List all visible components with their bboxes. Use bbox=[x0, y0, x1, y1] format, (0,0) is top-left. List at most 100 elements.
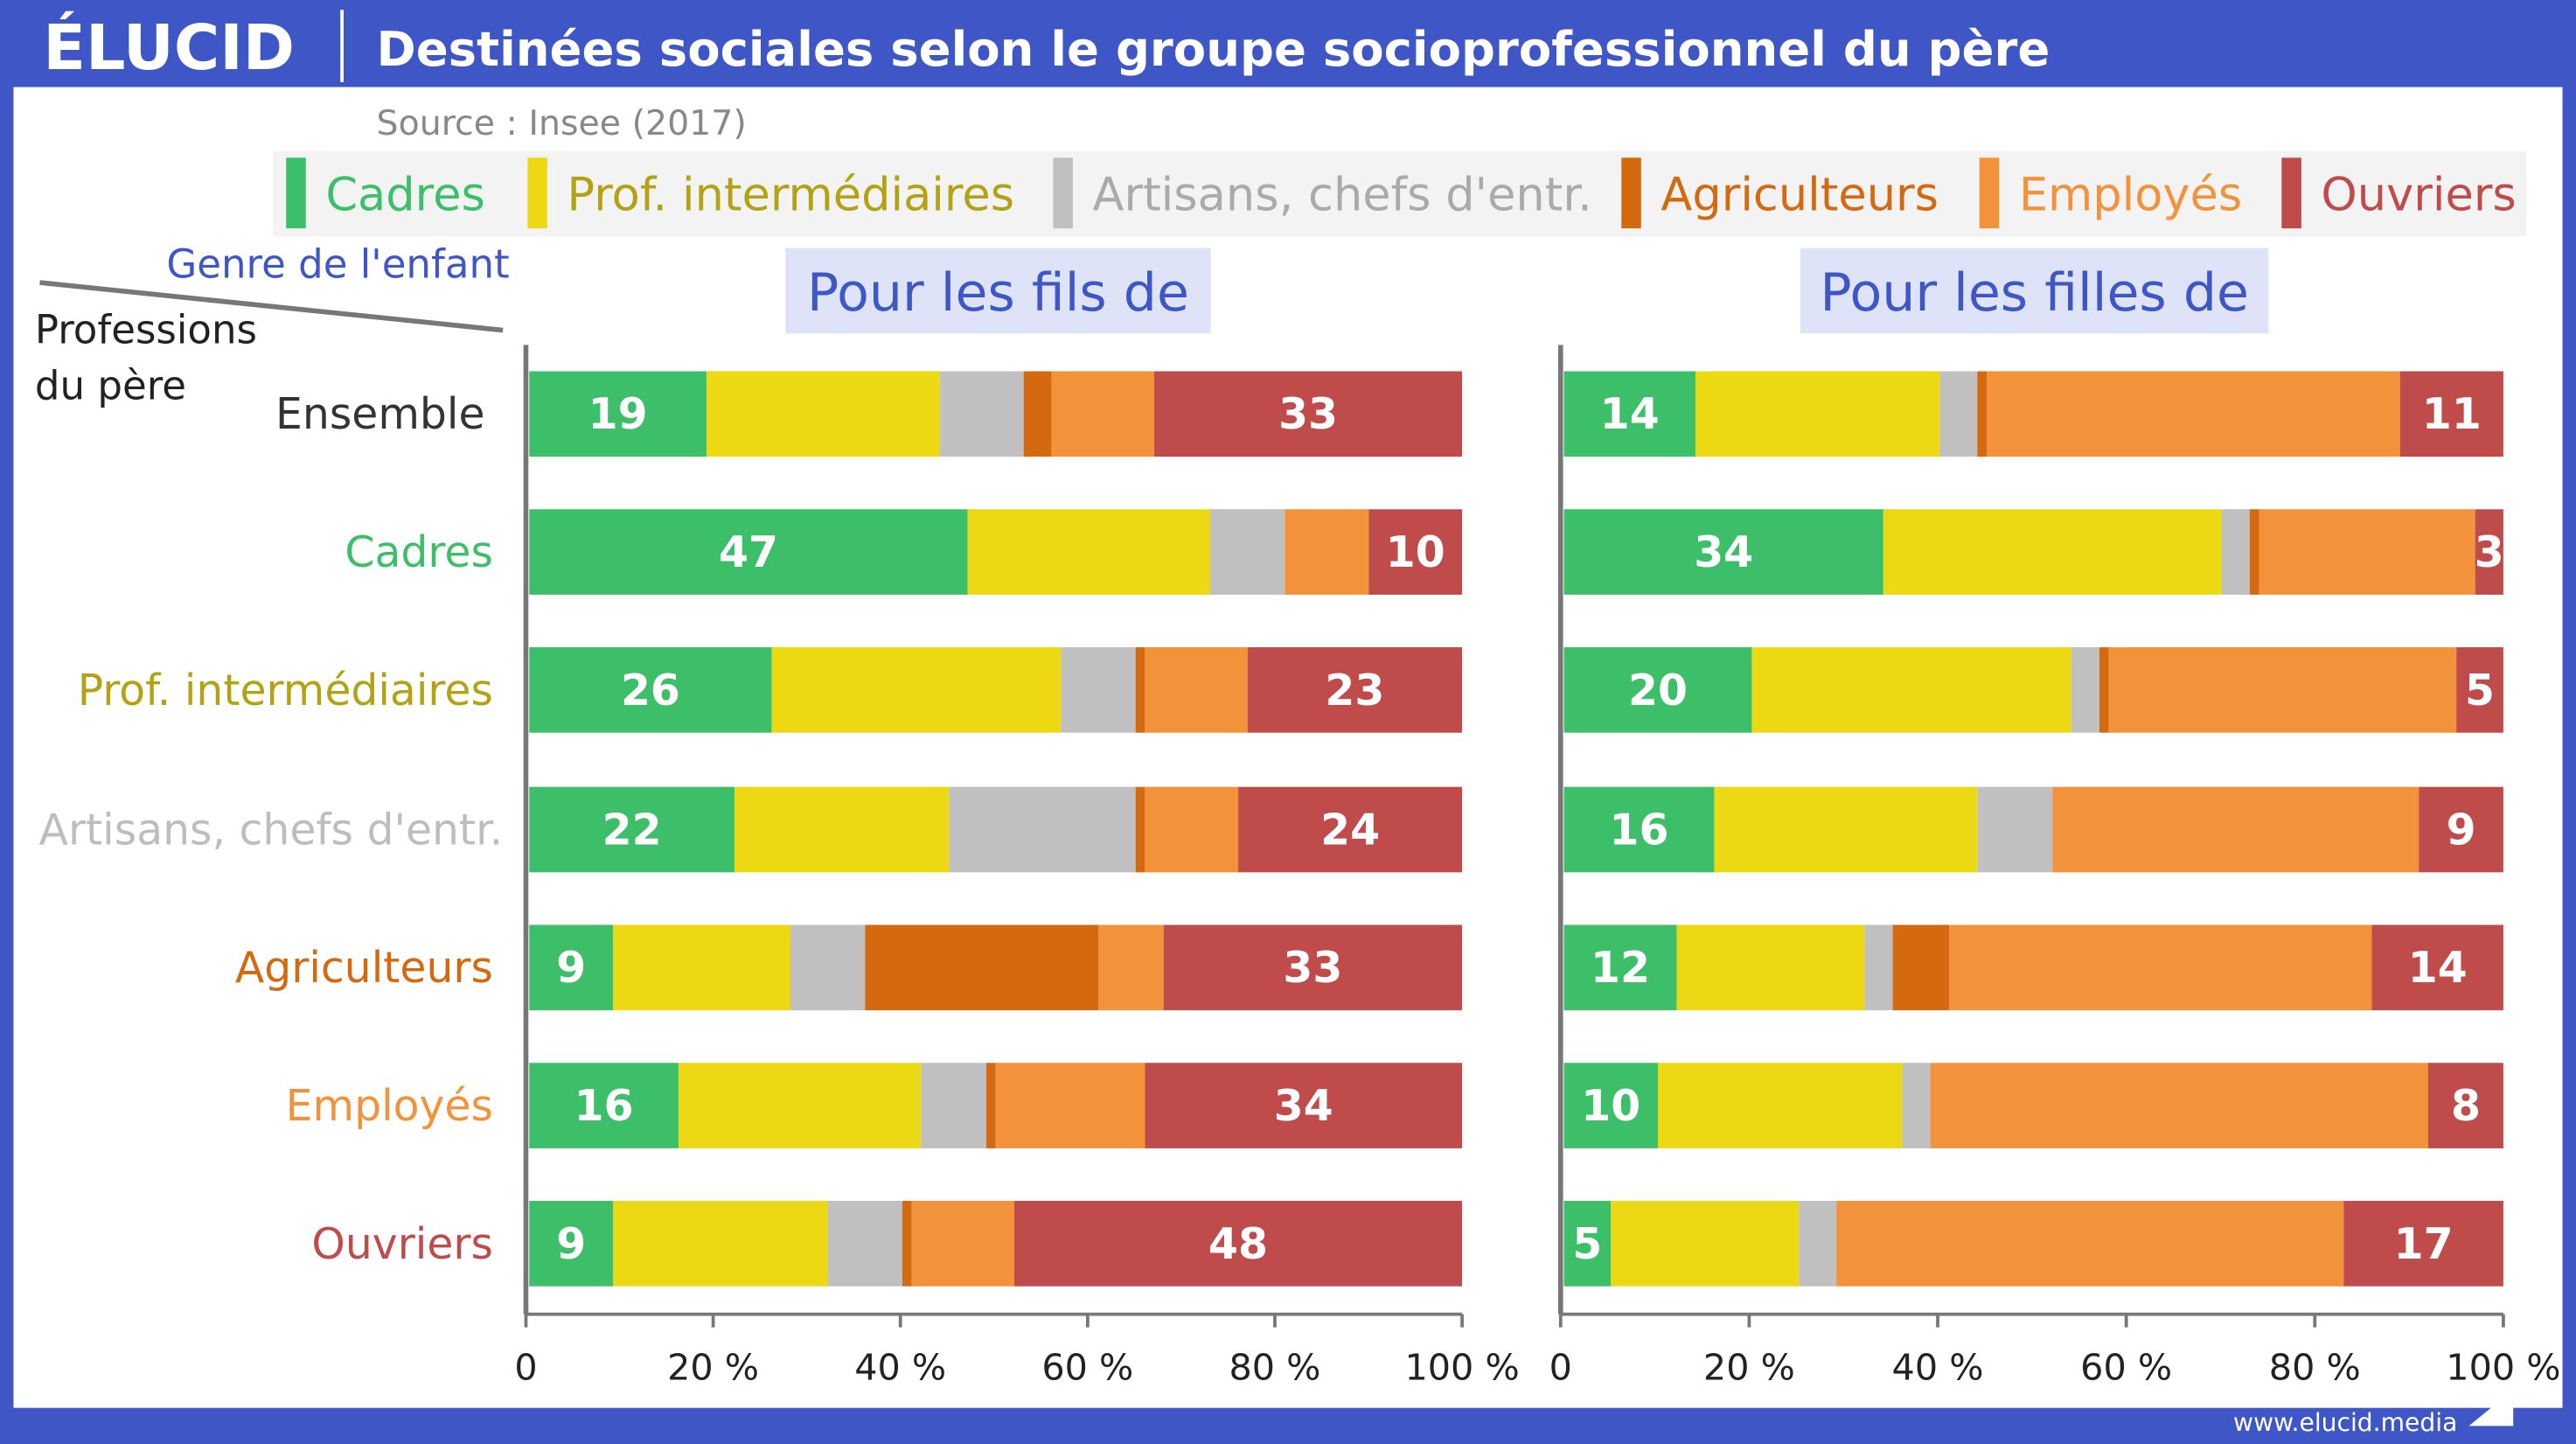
bar-segment bbox=[1563, 371, 1695, 457]
legend-swatch bbox=[1053, 157, 1073, 229]
data-label: 9 bbox=[2447, 805, 2476, 855]
bar-segment bbox=[949, 786, 1136, 873]
category-label: Ensemble bbox=[275, 389, 484, 439]
x-tick-label: 60 % bbox=[2080, 1347, 2172, 1389]
data-label: 16 bbox=[1610, 805, 1669, 855]
chart-title-bg bbox=[1800, 248, 2269, 334]
bar-segment bbox=[1902, 1063, 1931, 1148]
bar-segment bbox=[2071, 647, 2099, 733]
bar-segment bbox=[2108, 647, 2457, 733]
logo: ÉLUCID bbox=[43, 11, 295, 84]
legend-swatch bbox=[2281, 157, 2301, 229]
x-tick-label: 100 % bbox=[2446, 1347, 2560, 1389]
bar-segment bbox=[985, 1063, 996, 1148]
bar-segment bbox=[1210, 509, 1285, 595]
x-tick-label: 0 bbox=[1549, 1347, 1572, 1389]
data-label: 24 bbox=[1320, 805, 1380, 855]
data-label: 47 bbox=[719, 527, 778, 577]
bar-segment bbox=[939, 371, 1024, 457]
bar-segment bbox=[529, 509, 968, 595]
bar-segment bbox=[678, 1063, 922, 1148]
bar-segment bbox=[1135, 786, 1145, 873]
row-label-2: du père bbox=[35, 362, 186, 408]
data-label: 22 bbox=[602, 805, 662, 855]
bar-segment bbox=[1563, 786, 1715, 873]
corner-line bbox=[39, 280, 504, 333]
chart-title: Pour les filles de bbox=[1820, 262, 2249, 324]
bar-segment bbox=[1939, 371, 1978, 457]
category-label: Agriculteurs bbox=[235, 943, 493, 993]
x-tick-label: 80 % bbox=[2269, 1347, 2361, 1389]
data-label: 14 bbox=[1600, 389, 1660, 439]
bar-segment bbox=[1563, 1201, 1612, 1287]
data-label: 10 bbox=[1581, 1081, 1640, 1131]
bar-segment bbox=[2419, 786, 2503, 873]
bar-segment bbox=[921, 1063, 986, 1148]
bar-segment bbox=[1563, 647, 1752, 733]
footer-url: www.elucid.media bbox=[2233, 1408, 2457, 1437]
bar-segment bbox=[2427, 1063, 2503, 1148]
source: Source : Insee (2017) bbox=[377, 103, 747, 143]
data-label: 9 bbox=[556, 1219, 586, 1269]
bar-segment bbox=[2343, 1201, 2503, 1287]
category-label: Artisans, chefs d'entr. bbox=[39, 805, 504, 855]
data-label: 33 bbox=[1278, 389, 1338, 439]
bar-segment bbox=[790, 924, 866, 1011]
bar-segment bbox=[529, 371, 707, 457]
bar-segment bbox=[529, 1063, 679, 1148]
row-label-1: Professions bbox=[35, 307, 257, 353]
data-label: 20 bbox=[1628, 666, 1688, 715]
data-label: 34 bbox=[1694, 527, 1753, 577]
bar-segment bbox=[1883, 509, 2222, 595]
bar-segment bbox=[529, 647, 772, 733]
bar-segment bbox=[2099, 647, 2109, 733]
bar-segment bbox=[1611, 1201, 1800, 1287]
bar-segment bbox=[1285, 509, 1369, 595]
bar-segment bbox=[1799, 1201, 1837, 1287]
data-label: 26 bbox=[621, 666, 680, 715]
bar-segment bbox=[1987, 371, 2400, 457]
legend-entry: Prof. intermédiaires bbox=[567, 168, 1014, 221]
chart-panel-0: Pour les fils de Ensemble 19 33 Cadres 47 10 Pr… bbox=[39, 248, 1520, 1389]
col-label: Genre de l'enfant bbox=[166, 241, 509, 287]
category-label: Ouvriers bbox=[311, 1219, 492, 1269]
legend-entry: Employés bbox=[2019, 168, 2242, 221]
data-label: 11 bbox=[2422, 389, 2482, 439]
data-label: 48 bbox=[1208, 1219, 1268, 1269]
legend-swatch bbox=[527, 157, 547, 229]
x-tick-label: 0 bbox=[514, 1347, 537, 1389]
bar-segment bbox=[1676, 924, 1865, 1011]
bar-segment bbox=[1163, 924, 1463, 1011]
bar-segment bbox=[2399, 371, 2503, 457]
legend-bg bbox=[273, 150, 2527, 237]
legend: Cadres Prof. intermédiaires Artisans, chef… bbox=[286, 157, 2517, 229]
bar-segment bbox=[2249, 509, 2259, 595]
bar-segment bbox=[1145, 1063, 1463, 1148]
data-label: 10 bbox=[1386, 527, 1445, 577]
x-tick-label: 60 % bbox=[1041, 1347, 1133, 1389]
x-tick-label: 40 % bbox=[1892, 1347, 1984, 1389]
bar-segment bbox=[2259, 509, 2475, 595]
bar-segment bbox=[902, 1201, 912, 1287]
data-label: 12 bbox=[1591, 943, 1650, 993]
bar-segment bbox=[1023, 371, 1052, 457]
legend-entry: Cadres bbox=[325, 168, 485, 221]
bar-segment bbox=[1247, 647, 1463, 733]
bar-segment bbox=[967, 509, 1211, 595]
chart-title: Pour les fils de bbox=[807, 262, 1189, 324]
bar-segment bbox=[1892, 924, 1950, 1011]
legend-entry: Ouvriers bbox=[2321, 168, 2516, 221]
bar-segment bbox=[2475, 509, 2503, 595]
bar-segment bbox=[1751, 647, 2071, 733]
bar-segment bbox=[865, 924, 1099, 1011]
data-label: 9 bbox=[556, 943, 586, 993]
bar-segment bbox=[1014, 1201, 1463, 1287]
bar-segment bbox=[613, 1201, 828, 1287]
data-label: 19 bbox=[588, 389, 648, 439]
bar-segment bbox=[1864, 924, 1893, 1011]
bar-segment bbox=[1563, 1063, 1658, 1148]
data-label: 17 bbox=[2394, 1219, 2454, 1269]
bar-segment bbox=[529, 1201, 614, 1287]
bar-segment bbox=[827, 1201, 902, 1287]
data-label: 5 bbox=[2465, 666, 2495, 715]
